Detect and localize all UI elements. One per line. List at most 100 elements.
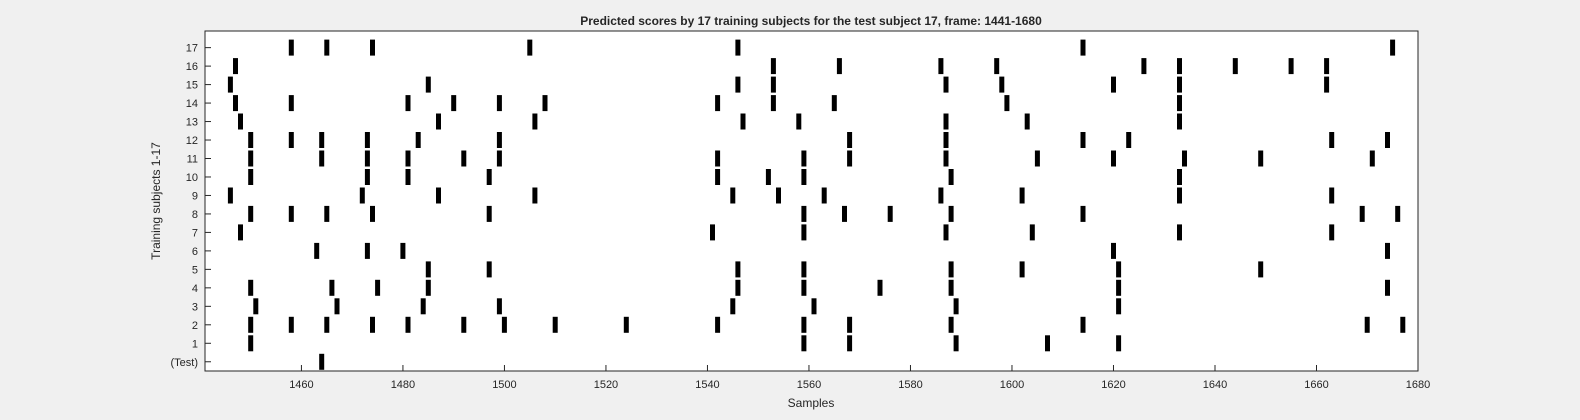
marker-row-6-2 [400,242,406,259]
marker-row-12-6 [847,132,853,148]
x-axis-label: Samples [788,396,835,410]
marker-row-11-8 [847,150,853,167]
marker-row-12-3 [364,132,370,148]
x-tick-label-1560: 1560 [797,379,821,391]
marker-row-14-5 [542,95,548,112]
marker-row-2-0 [248,316,254,333]
marker-row-10-2 [405,169,411,185]
x-axis-ticks: 1460 1480 1500 1520 1540 1560 1580 1600 1620 1640… [289,365,1430,391]
marker-row-8-2 [324,205,330,222]
marker-row-10-0 [248,169,254,185]
marker-row-3-5 [811,298,817,315]
marker-row-6-0 [314,242,320,259]
x-tick-label-1680: 1680 [1406,379,1430,391]
y-tick-label-17: 17 [186,43,198,55]
marker-row-12-0 [248,132,254,148]
y-tick-label-3: 3 [192,301,198,313]
marker-row-16-3 [938,58,944,75]
marker-row-8-6 [842,205,847,222]
y-axis-label: Training subjects 1-17 [149,142,163,260]
marker-row-10-6 [801,169,807,185]
marker-row-12-11 [1385,132,1390,148]
y-tick-label-9: 9 [192,190,198,202]
marker-row-11-13 [1258,150,1264,167]
marker-row-1-1 [801,335,807,352]
marker-row-16-6 [1177,58,1182,75]
y-tick-label-10: 10 [186,172,198,184]
marker-row-11-6 [715,150,721,167]
marker-row-11-1 [319,150,325,167]
marker-row-3-1 [334,298,340,315]
marker-row-11-5 [496,150,502,167]
marker-row-4-0 [248,279,254,296]
marker-row-8-4 [486,205,492,222]
x-tick-label-1540: 1540 [695,379,719,391]
marker-row-15-7 [1177,76,1182,93]
marker-row-4-5 [801,279,807,296]
marker-row-5-6 [1116,261,1122,278]
marker-row-5-7 [1258,261,1264,278]
marker-row-14-6 [715,95,721,112]
marker-row-12-9 [1126,132,1132,148]
marker-row-13-1 [436,113,441,130]
y-tick-label-1: 1 [192,338,198,350]
x-tick-label-1600: 1600 [1000,379,1024,391]
marker-row-2-2 [324,316,330,333]
marker-row-14-10 [1177,95,1182,112]
marker-row-3-4 [730,298,736,315]
marker-row-6-3 [1111,242,1116,259]
marker-row-12-5 [496,132,502,148]
marker-row-17-2 [370,39,375,56]
x-tick-label-1580: 1580 [898,379,922,391]
marker-row-11-0 [248,150,254,167]
marker-row-3-7 [1116,298,1122,315]
x-tick-label-1640: 1640 [1203,379,1227,391]
marker-row-5-2 [735,261,741,278]
marker-row-15-3 [770,76,776,93]
marker-row-11-9 [943,150,949,167]
marker-row-9-9 [1177,187,1182,204]
marker-row-8-0 [248,205,254,222]
y-tick-label-13: 13 [186,117,198,129]
marker-row-2-11 [847,316,853,333]
y-tick-label-16: 16 [186,61,198,73]
marker-row-7-1 [710,224,715,241]
marker-row-4-1 [329,279,335,296]
marker-row-4-9 [1385,279,1390,296]
marker-row-11-12 [1182,150,1187,167]
marker-row-10-5 [765,169,771,185]
marker-row-14-9 [1004,95,1010,112]
marker-row-4-7 [948,279,954,296]
marker-row-11-2 [364,150,370,167]
marker-row-14-3 [451,95,457,112]
marker-row-12-7 [943,132,949,148]
x-tick-label-1480: 1480 [391,379,415,391]
marker-row-9-10 [1329,187,1335,204]
marker-row-12-4 [415,132,421,148]
marker-row-4-2 [375,279,381,296]
marker-row-9-0 [227,187,233,204]
marker-row-8-3 [370,205,375,222]
marker-row-2-4 [405,316,411,333]
marker-row-2-3 [370,316,375,333]
marker-row-14-1 [288,95,294,112]
marker-row-5-0 [425,261,431,278]
marker-row-16-5 [1141,58,1147,75]
marker-row-9-4 [730,187,736,204]
marker-row-2-13 [1080,316,1086,333]
marker-row-15-2 [735,76,741,93]
marker-row-10-3 [486,169,492,185]
marker-row-5-3 [801,261,807,278]
y-tick-label-12: 12 [186,135,198,147]
marker-row-2-7 [552,316,558,333]
marker-row-4-8 [1116,279,1122,296]
marker-row-9-3 [532,187,538,204]
y-tick-label-2: 2 [192,320,198,332]
marker-row-1-2 [847,335,853,352]
marker-row-3-6 [953,298,959,315]
marker-row-7-5 [1177,224,1182,241]
marker-row-7-4 [1029,224,1035,241]
marker-row-11-3 [405,150,411,167]
